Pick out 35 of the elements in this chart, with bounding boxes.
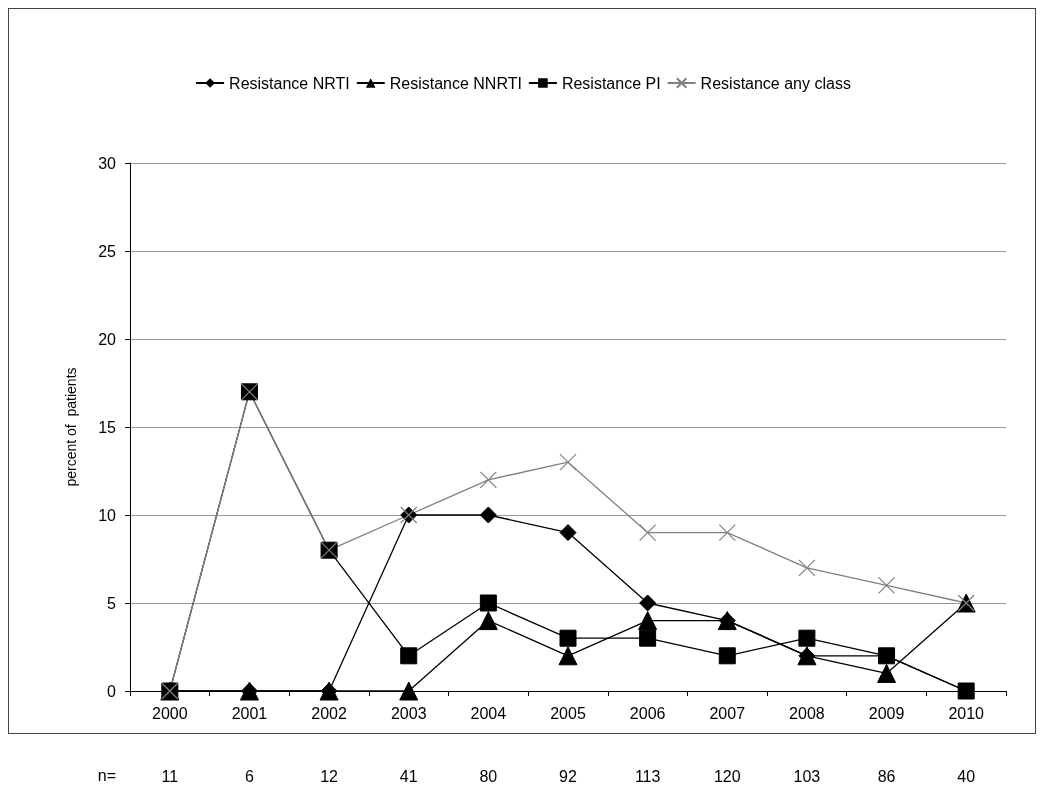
y-tick-label: 30 [98, 154, 117, 172]
text: 86 [877, 767, 896, 785]
x-tick-label: 2001 [231, 704, 268, 722]
x-tick-label: 2000 [152, 704, 188, 722]
text: 11 [161, 767, 179, 785]
x-tick-label: 2004 [470, 704, 507, 722]
x-tick-label: 2005 [550, 704, 586, 722]
y-axis-title: percent of patients [63, 367, 79, 487]
x-tick-label: 2003 [390, 704, 427, 722]
text: 40 [957, 767, 976, 785]
text: 113 [634, 767, 661, 785]
text: n= [97, 766, 117, 784]
x-tick-label: 2009 [868, 704, 905, 722]
legend-label: Resistance NNRTI [389, 74, 522, 92]
text: 12 [320, 767, 339, 785]
y-tick-label: 0 [107, 682, 117, 700]
y-tick-label: 10 [98, 506, 117, 524]
y-tick-label: 20 [98, 330, 117, 348]
text: 92 [559, 767, 577, 785]
legend-label: Resistance NRTI [229, 74, 350, 92]
x-tick-label: 2006 [629, 704, 666, 722]
y-tick-label: 15 [98, 418, 117, 436]
text: 6 [245, 767, 254, 785]
x-tick-label: 2008 [789, 704, 825, 722]
text: 80 [479, 767, 498, 785]
text: 41 [399, 767, 418, 785]
y-tick-label: 5 [107, 594, 117, 612]
x-tick-label: 2002 [311, 704, 347, 722]
legend-label: Resistance any class [700, 74, 851, 92]
y-tick-label: 25 [98, 242, 117, 260]
x-tick-label: 2007 [709, 704, 746, 722]
text: 120 [713, 767, 741, 785]
x-tick-label: 2010 [948, 704, 985, 722]
legend-label: Resistance PI [561, 74, 661, 92]
text: 103 [793, 767, 821, 785]
